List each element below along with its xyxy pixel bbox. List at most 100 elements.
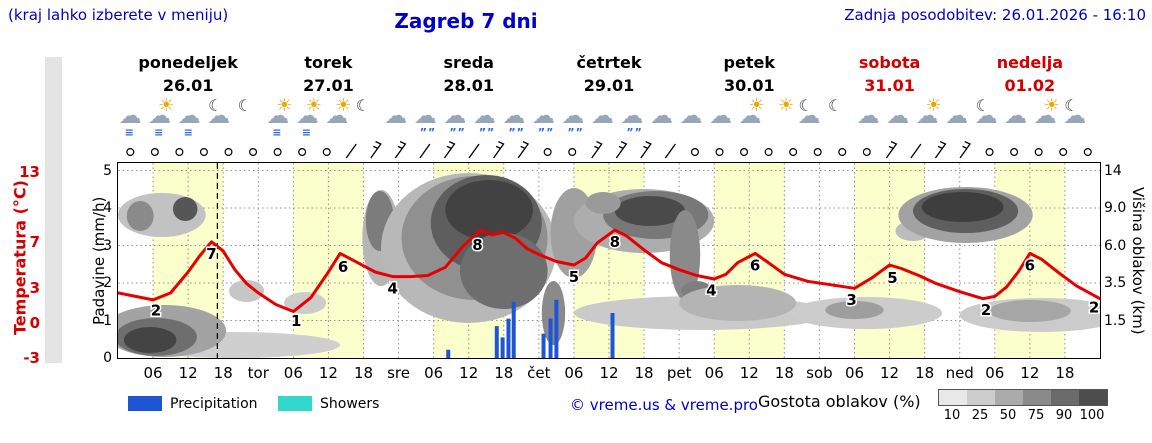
calm-wind-icon (838, 147, 847, 157)
cloud-density-title: Gostota oblakov (%) (758, 392, 921, 411)
weather-icon-cloud: ☁ (944, 98, 974, 138)
moon-icon: ☾ (355, 96, 371, 115)
weather-icon-moon: ☾ (236, 98, 266, 138)
cloud-icon: ☁ (207, 103, 231, 129)
wind-barb-icon (934, 141, 947, 159)
temperature-value-label: 6 (338, 258, 348, 276)
calm-wind-icon (126, 147, 135, 157)
cloud-scale-value: 10 (943, 408, 961, 423)
weather-icon-cloud: ☁ (590, 98, 620, 138)
cloud-scale-labels: 10 25 50 75 90 100 (938, 406, 1108, 423)
time-axis-label: 18 (213, 364, 233, 382)
wind-barb-icon (419, 143, 431, 159)
precipitation-tick: 2 (103, 275, 112, 291)
last-updated: Zadnja posodobitev: 26.01.2026 - 16:10 (844, 6, 1146, 24)
wind-barb-icon (345, 143, 357, 159)
sun-icon: ☀ (276, 95, 293, 116)
cloud-height-tick: 14 (1104, 162, 1122, 179)
cloud-scale-value: 90 (1055, 408, 1073, 423)
precipitation-bar (500, 337, 505, 358)
day-name: petek (723, 53, 776, 72)
weather-icon-cloud: ☁ (1003, 98, 1033, 138)
weather-icon-sun-cloud: ☀ ☁ (324, 97, 354, 138)
cloud-density-blob (669, 210, 701, 300)
weather-icon-shower: ☁”” (560, 98, 590, 139)
day-headers: ponedeljek 26.01 torek 27.01 sreda 28.01 četrt… (118, 51, 1100, 97)
moon-icon: ☾ (208, 96, 223, 115)
day-name: nedelja (996, 53, 1063, 72)
cloud-density-blob (123, 327, 177, 353)
day-date: 01.02 (1004, 76, 1056, 95)
cloud-density-blob (825, 301, 884, 319)
calm-wind-icon (224, 147, 233, 157)
rain-marks-icon: ≡ (154, 126, 165, 139)
shower-marks-icon: ”” (449, 126, 466, 139)
calm-wind-icon (862, 147, 871, 157)
weather-icon-shower: ☁”” (442, 98, 472, 139)
cloud-scale-boxes (938, 389, 1108, 406)
cloud-height-tick: 6.0 (1104, 237, 1127, 254)
sun-icon: ☀ (158, 95, 175, 116)
cloud-icon: ☁ (531, 103, 555, 129)
cloud-scale-value: 50 (999, 408, 1017, 423)
weather-icon-cloud: ☁ (383, 98, 413, 138)
rain-marks-icon: ≡ (124, 126, 135, 139)
wind-barb-icon (640, 141, 652, 159)
time-axis-label: 06 (283, 364, 303, 382)
page-title: Zagreb 7 dni (394, 9, 538, 33)
rain-marks-icon: ≡ (183, 126, 194, 139)
precipitation-bar (494, 326, 499, 358)
shower-marks-icon: ”” (537, 126, 555, 139)
time-axis-label: 06 (704, 364, 724, 382)
calm-wind-icon (789, 147, 798, 157)
cloud-scale-box (1079, 390, 1107, 405)
precipitation-tick: 3 (103, 237, 112, 254)
day-date: 28.01 (443, 76, 495, 95)
wind-barb-icon (493, 141, 505, 159)
calm-wind-icon (1083, 147, 1092, 157)
day-name: četrtek (576, 53, 642, 72)
time-axis-label: sob (806, 364, 833, 382)
moon-icon: ☾ (1064, 96, 1079, 115)
temperature-tick: 13 (19, 163, 40, 181)
sun-icon: ☀ (1043, 95, 1060, 116)
temperature-value-label: 2 (151, 302, 161, 320)
day-date: 30.01 (723, 76, 775, 95)
cloud-icon: ☁ (679, 103, 703, 129)
precipitation-bar (541, 333, 546, 358)
time-axis-label: 06 (143, 364, 163, 382)
cloud-icon: ☁ (649, 103, 673, 129)
moon-icon: ☾ (975, 96, 990, 115)
cloud-icon: ☁ (1004, 103, 1028, 129)
cloud-density-blob (988, 300, 1071, 322)
precipitation-axis-ticks: 5 4 3 2 1 0 (76, 0, 112, 443)
weather-icon-moon-cloud: ☾ ☁ (1062, 98, 1092, 138)
weather-icon-shower: ☁”” (472, 98, 502, 139)
copyright-link[interactable]: © vreme.us & vreme.pro (570, 396, 758, 414)
time-axis-label: 06 (985, 364, 1005, 382)
day-name: sreda (443, 53, 494, 72)
cloud-scale-box (1023, 390, 1051, 405)
cloud-scale-box (939, 390, 967, 405)
cloud-density-blob (445, 180, 534, 240)
cloud-icon: ☁ (472, 103, 496, 129)
day-date: 29.01 (583, 76, 635, 95)
shower-marks-icon: ”” (508, 126, 525, 139)
cloud-height-axis-title: Višina oblakov (km) (1129, 186, 1147, 335)
temperature-tick: 7 (29, 232, 40, 251)
cloud-icon: ☁ (325, 103, 349, 129)
calm-wind-icon (543, 147, 552, 157)
day-header: četrtek 29.01 (576, 51, 641, 97)
forecast-chart-canvas: 2 7 1 6 4 8 5 8 4 6 3 5 2 6 2 (103, 163, 1124, 358)
weather-icon-moon-cloud: ☾ ☁ (974, 98, 1004, 138)
weather-icon-shower: ☁”” (619, 98, 649, 139)
calm-wind-icon (1034, 147, 1043, 157)
time-axis-label: 18 (774, 364, 794, 382)
temperature-tick: -3 (23, 349, 40, 367)
cloud-density-blob (679, 285, 797, 321)
day-name: ponedeljek (138, 53, 238, 72)
cloud-scale-value: 75 (1027, 408, 1045, 423)
wind-symbols (126, 141, 1092, 159)
weather-icon-sun-cloud: ☀ ☁ (738, 97, 768, 138)
